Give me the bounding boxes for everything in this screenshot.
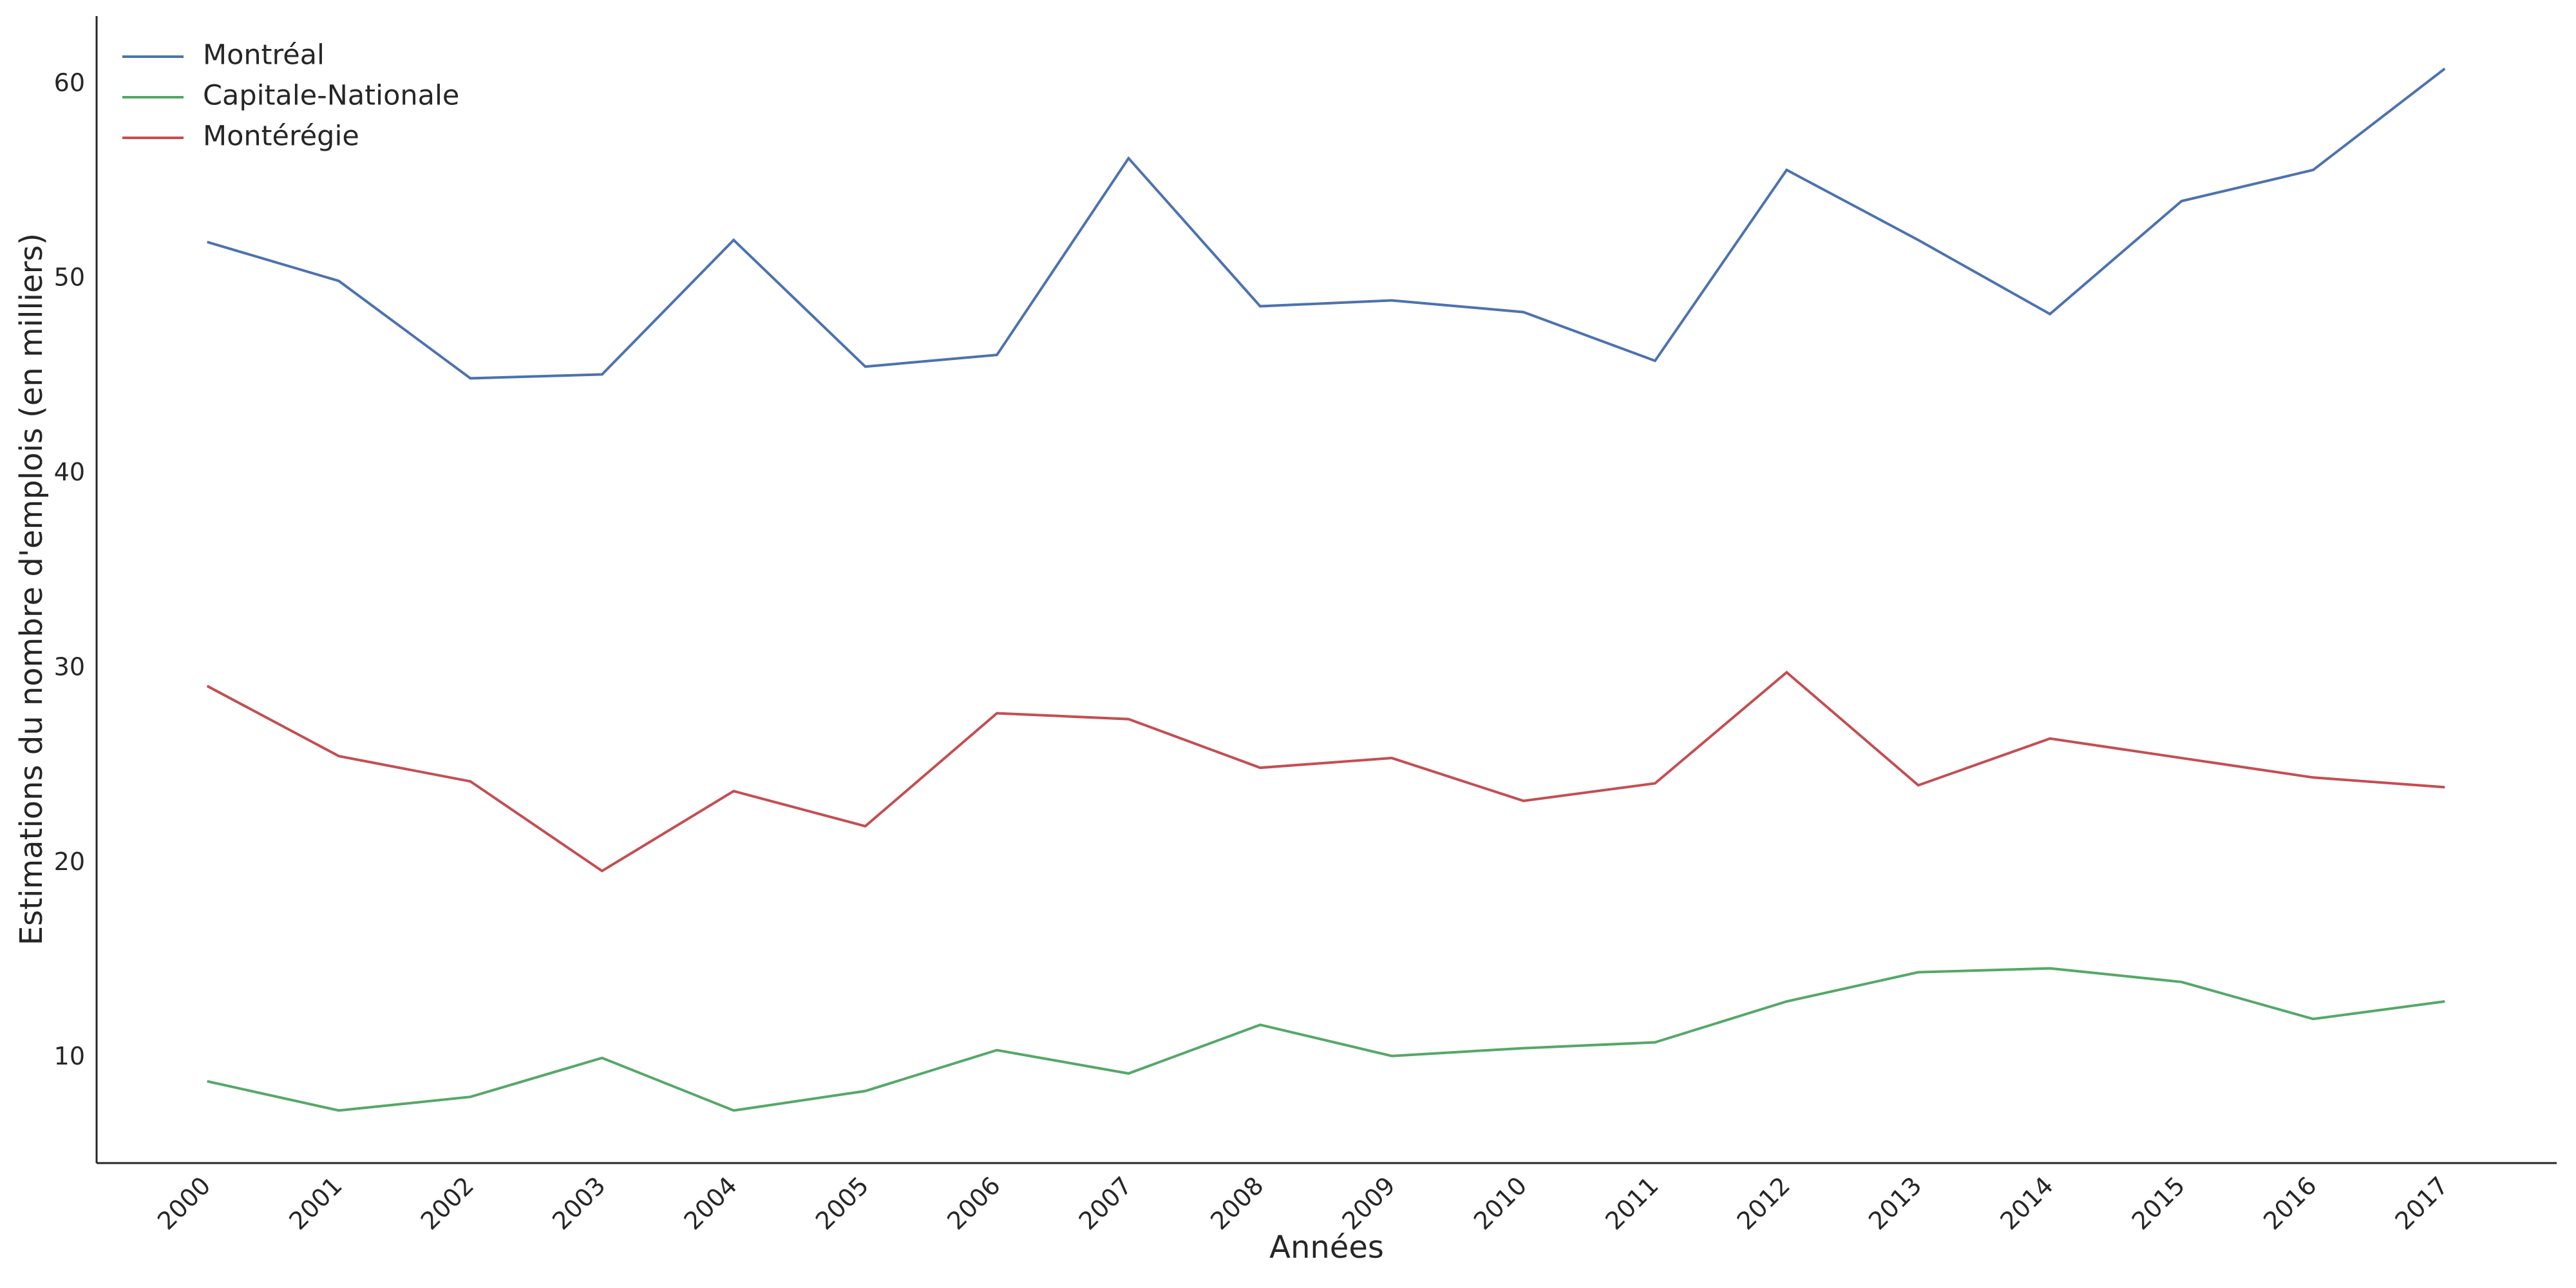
x-tick-label: 2006 [942, 1171, 1006, 1236]
x-tick-label: 2001 [283, 1171, 348, 1236]
x-tick-label: 2003 [547, 1171, 611, 1236]
legend-label: Montérégie [203, 120, 359, 153]
x-tick-label: 2016 [2258, 1171, 2322, 1236]
x-tick-label: 2004 [679, 1171, 743, 1236]
line-series [207, 967, 2445, 1112]
x-tick-label: 2013 [1863, 1171, 1927, 1236]
x-tick-label: 2011 [1600, 1171, 1664, 1236]
x-tick-label: 2015 [2126, 1171, 2191, 1236]
legend-label: Montréal [203, 39, 325, 71]
x-tick-label: 2000 [152, 1171, 216, 1236]
x-tick-label: 2009 [1336, 1171, 1401, 1236]
line-series [206, 670, 2445, 873]
x-tick-label: 2012 [1732, 1171, 1796, 1236]
x-tick-label: 2005 [810, 1171, 875, 1236]
y-axis-label: Estimations du nombre d'emplois (en mill… [14, 233, 50, 945]
y-tick-label: 60 [54, 68, 85, 97]
x-tick-label: 2002 [415, 1171, 480, 1236]
x-tick-label: 2014 [1994, 1171, 2059, 1236]
x-tick-label: 2007 [1074, 1171, 1138, 1236]
y-tick-label: 30 [54, 652, 85, 681]
y-tick-label: 10 [54, 1042, 85, 1070]
legend-label: Capitale-Nationale [203, 80, 459, 112]
y-tick-label: 50 [54, 263, 85, 292]
x-axis-label: Années [1269, 1229, 1384, 1265]
x-tick-label: 2017 [2390, 1171, 2454, 1236]
x-tick-label: 2008 [1205, 1171, 1269, 1236]
x-tick-label: 2010 [1468, 1171, 1533, 1236]
y-tick-label: 20 [54, 848, 85, 876]
y-tick-label: 40 [54, 458, 85, 486]
line-series [207, 68, 2446, 380]
